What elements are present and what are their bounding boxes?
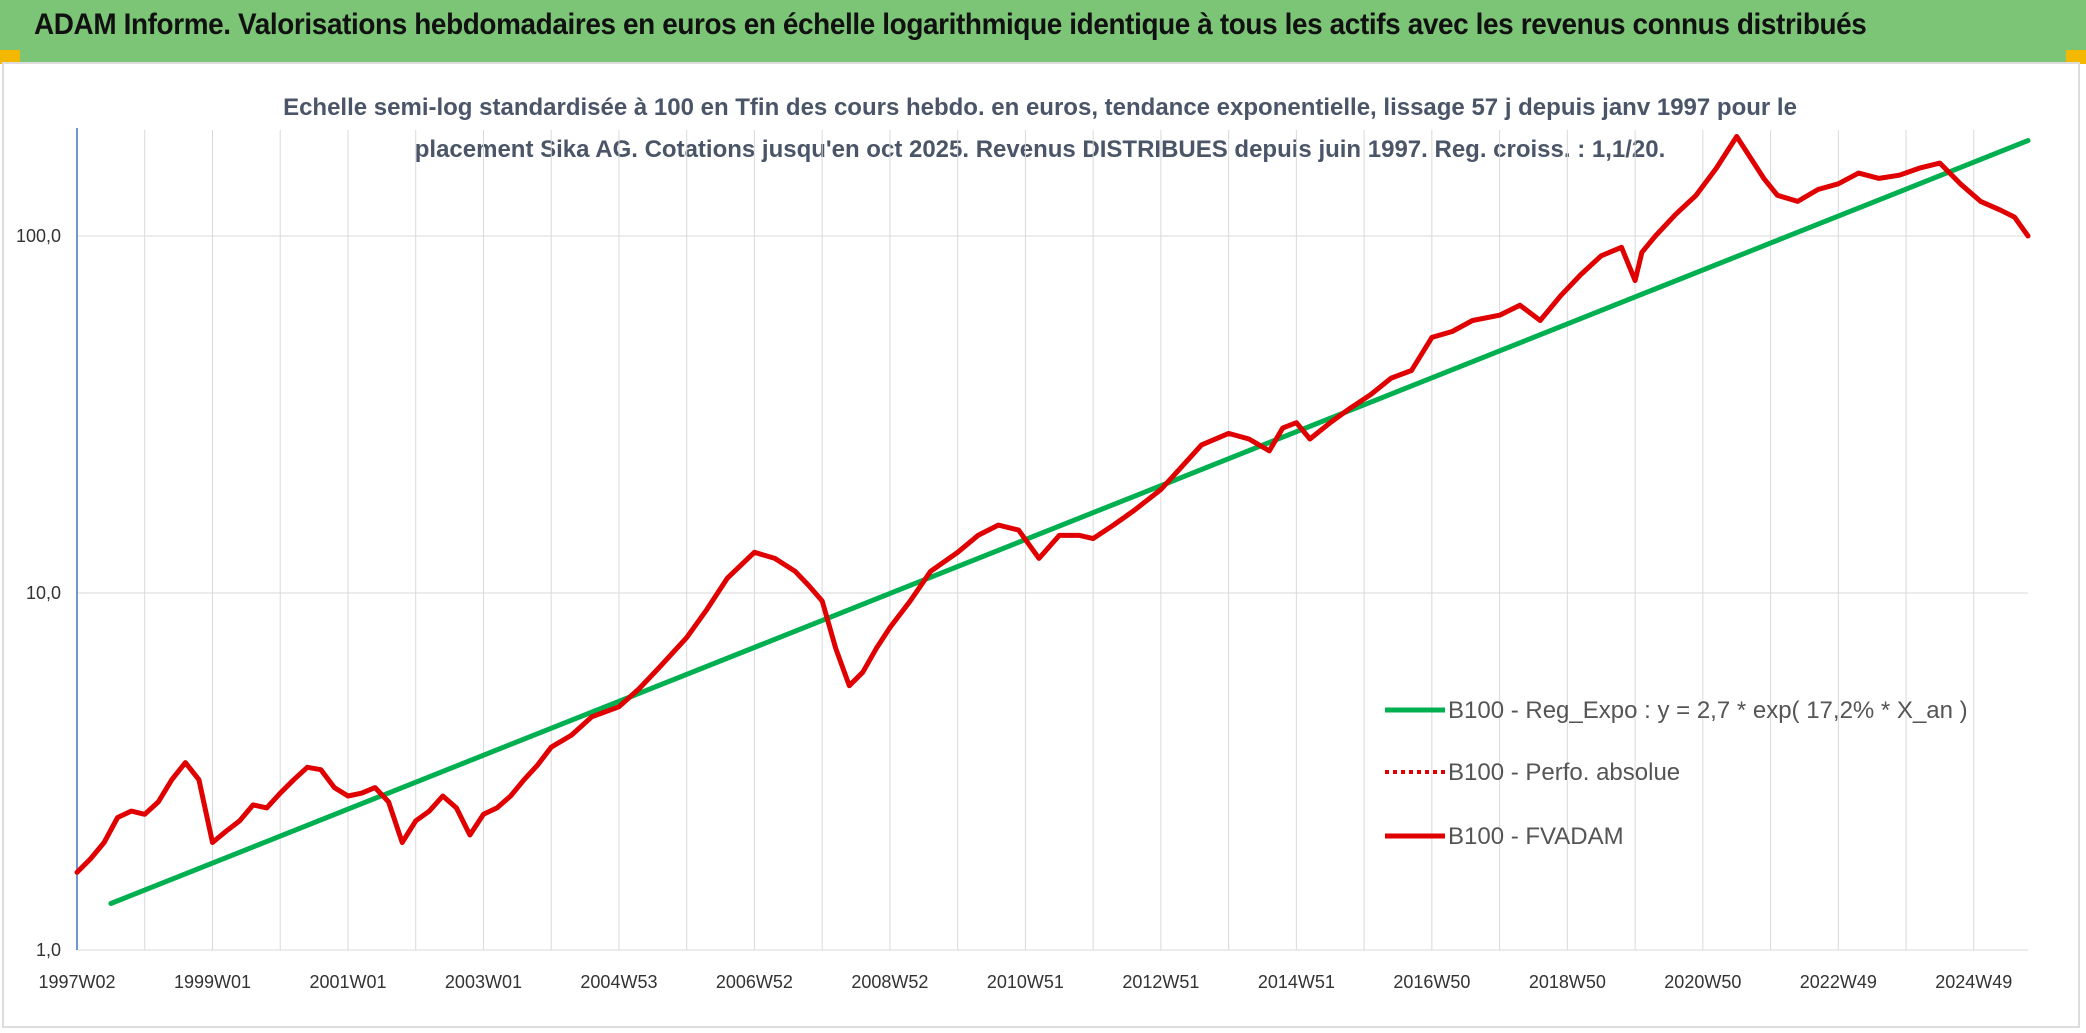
corner-marker-right (2066, 50, 2086, 64)
x-tick-label: 2003W01 (445, 972, 522, 992)
title-bar: ADAM Informe. Valorisations hebdomadaire… (0, 0, 2086, 62)
x-tick-label: 2014W51 (1258, 972, 1335, 992)
x-tick-label: 2012W51 (1122, 972, 1199, 992)
regression-line (108, 138, 2031, 906)
x-tick-label: 2006W52 (716, 972, 793, 992)
x-tick-label: 2016W50 (1393, 972, 1470, 992)
y-tick-label: 1,0 (36, 940, 61, 960)
legend-label: B100 - FVADAM (1448, 823, 1624, 850)
chart-subtitle-line1: Echelle semi-log standardisée à 100 en T… (283, 94, 1797, 121)
x-tick-label: 2022W49 (1800, 972, 1877, 992)
fvadam-line (74, 134, 2031, 875)
x-tick-label: 2008W52 (851, 972, 928, 992)
y-tick-label: 10,0 (26, 583, 61, 603)
x-tick-label: 2020W50 (1664, 972, 1741, 992)
x-tick-label: 2024W49 (1935, 972, 2012, 992)
x-tick-label: 1999W01 (174, 972, 251, 992)
x-tick-label: 1997W02 (38, 972, 115, 992)
legend: B100 - Reg_Expo : y = 2,7 * exp( 17,2% *… (1385, 697, 1968, 850)
x-tick-label: 2018W50 (1529, 972, 1606, 992)
y-tick-label: 100,0 (16, 226, 61, 246)
chart-subtitle-line2: placement Sika AG. Cotations jusqu'en oc… (415, 136, 1666, 163)
page-title: ADAM Informe. Valorisations hebdomadaire… (34, 8, 1867, 41)
x-tick-label: 2004W53 (580, 972, 657, 992)
axes: 1,0 10,0 100,0 1997W02 1999W01 2001W01 2003W01… (16, 128, 2012, 992)
corner-marker-left (0, 50, 20, 64)
legend-label: B100 - Perfo. absolue (1448, 759, 1680, 786)
x-tick-label: 2010W51 (987, 972, 1064, 992)
legend-label: B100 - Reg_Expo : y = 2,7 * exp( 17,2% *… (1448, 697, 1968, 724)
series (74, 134, 2031, 906)
x-tick-label: 2001W01 (309, 972, 386, 992)
